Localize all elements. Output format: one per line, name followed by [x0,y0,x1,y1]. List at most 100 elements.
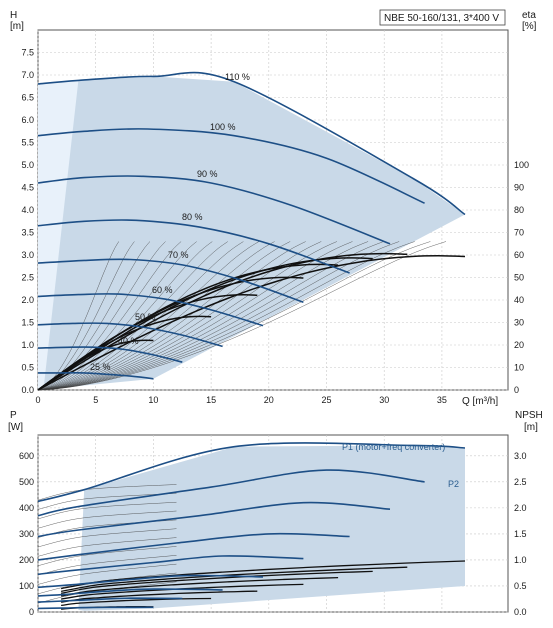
eta-tick-label: 30 [514,318,524,328]
thin-power-curve [37,563,177,585]
power-operating-area [78,445,466,611]
flow-tick-label: 10 [148,395,158,405]
power-curve [37,442,466,503]
system-curve [37,241,182,391]
head-tick-label: 3.5 [21,228,34,238]
system-curve [37,241,415,391]
power-tick-label: 200 [19,555,34,565]
flow-tick-label: 0 [35,395,40,405]
flow-tick-label: 20 [264,395,274,405]
head-tick-label: 5.5 [21,138,34,148]
npsh-tick-label: 2.5 [514,477,527,487]
power-curve [37,469,425,517]
system-curve [37,241,447,391]
head-tick-label: 4.5 [21,183,34,193]
power-curve [37,574,264,589]
eta-tick-label: 60 [514,250,524,260]
power-tick-label: 400 [19,503,34,513]
npsh-curve [61,597,212,607]
head-tick-label: 7.5 [21,48,34,58]
flow-tick-label: 25 [322,395,332,405]
operating-area [38,76,465,391]
power-tick-label: 100 [19,581,34,591]
eta-tick-label: 100 [514,160,529,170]
npsh-curve [60,570,373,594]
speed-label: 80 % [182,212,203,222]
system-curve [37,241,291,391]
speed-label: 50 % [135,312,156,322]
power-axis-title: P [10,410,17,421]
system-curve [37,241,260,391]
power-chart: 0 100 200 300 400 500 600 0.0 0.5 1.0 1.5 2.0 2.5 3.0… [8,410,543,617]
power-tick-label: 300 [19,529,34,539]
thin-power-curve [37,537,177,557]
head-operating-area [38,76,465,391]
head-ticks: 0.0 0.5 1.0 1.5 2.0 2.5 3.0 3.5 4.0 4.5 5.0 5.5 6.0 6… [21,48,529,406]
power-curve [37,501,391,538]
speed-curve-80 [37,219,350,274]
speed-label: 90 % [197,169,218,179]
speed-curve-40 [37,346,183,363]
head-chart: 110 % 100 % 90 % 80 % 70 % 60 % 50 % 40 % 25 % 0… [10,9,537,407]
npsh-tick-label: 1.0 [514,555,527,565]
thin-power-curve [37,546,177,566]
npsh-axis-title: NPSH [515,410,543,421]
eta-tick-label: 20 [514,340,524,350]
power-curve [37,532,350,561]
speed-label: 40 % [118,336,139,346]
thin-power-curve [37,510,177,529]
speed-label: 60 % [152,285,173,295]
flow-tick-label: 15 [206,395,216,405]
model-title-box [379,9,506,26]
npsh-axis-unit: [m] [524,422,538,433]
speed-label: 100 % [210,122,236,132]
p1-series-label: P1 (motor+freq converter) [342,442,445,452]
p2-series-label: P2 [448,479,459,489]
eta-tick-label: 10 [514,363,524,373]
low-flow-area [38,80,79,391]
head-tick-label: 1.5 [21,318,34,328]
head-tick-label: 5.0 [21,160,34,170]
head-tick-label: 0.0 [21,385,34,395]
flow-axis-title: Q [m³/h] [462,396,498,407]
eta-tick-label: 70 [514,228,524,238]
system-curve [37,241,431,391]
head-axis-unit: [m] [10,21,24,32]
power-tick-label: 600 [19,451,34,461]
system-curve [37,241,306,391]
head-tick-label: 1.0 [21,340,34,350]
efficiency-curve [37,252,408,391]
speed-labels: 110 % 100 % 90 % 80 % 70 % 60 % 50 % 40 % 25 % [90,72,250,372]
power-curve [37,555,304,576]
power-tick-label: 0 [29,607,34,617]
npsh-curve [61,590,258,603]
system-curve [37,241,166,391]
speed-label: 25 % [90,362,111,372]
eta-tick-label: 40 [514,295,524,305]
speed-curve-110 [37,71,466,216]
power-operating-area [78,445,466,611]
head-tick-label: 6.5 [21,93,34,103]
eta-tick-label: 0 [514,385,519,395]
thin-power-curve [37,528,177,548]
npsh-tick-label: 2.0 [514,503,527,513]
speed-curves [37,71,466,380]
thin-power-curve [37,502,177,519]
speed-curve-25 [38,372,154,380]
head-tick-label: 2.0 [21,295,34,305]
flow-tick-label: 5 [93,395,98,405]
head-tick-label: 3.0 [21,250,34,260]
npsh-tick-label: 0.5 [514,581,527,591]
speed-label: 70 % [168,250,189,260]
speed-curve-50 [37,322,223,348]
eta-tick-label: 50 [514,273,524,283]
efficiency-curve [37,255,466,391]
system-curve [37,241,275,391]
speed-curve-70 [37,258,304,304]
head-tick-label: 6.0 [21,115,34,125]
npsh-tick-label: 1.5 [514,529,527,539]
npsh-tick-label: 0.0 [514,607,527,617]
system-curve [37,241,337,391]
system-curve [37,241,369,391]
